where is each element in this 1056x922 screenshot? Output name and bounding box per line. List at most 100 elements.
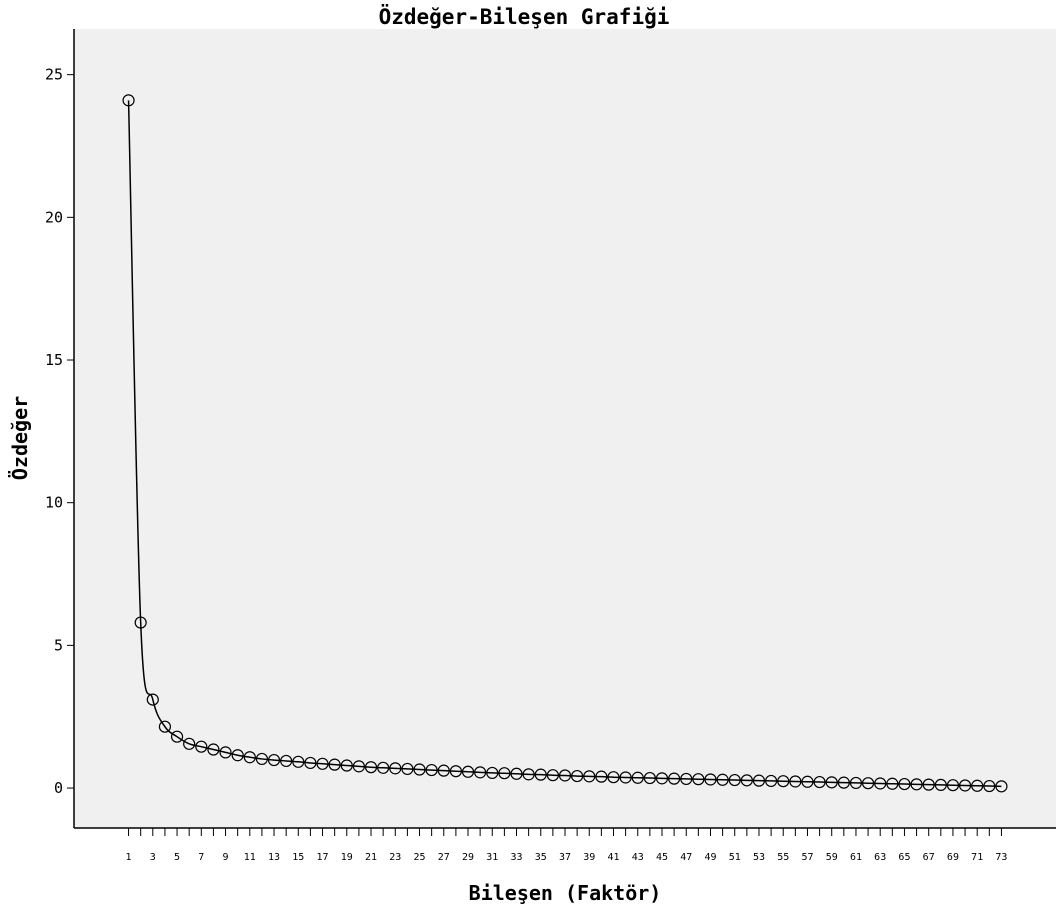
data-point bbox=[861, 777, 875, 790]
data-point bbox=[328, 758, 341, 771]
data-point bbox=[971, 779, 984, 792]
data-point bbox=[231, 749, 244, 762]
data-point bbox=[486, 766, 499, 780]
x-tick-label: 5 bbox=[174, 852, 180, 863]
x-tick-label: 3 bbox=[150, 852, 156, 863]
data-point bbox=[595, 770, 608, 783]
data-point bbox=[874, 777, 887, 790]
y-tick-label: 5 bbox=[54, 636, 63, 654]
y-tick-label: 10 bbox=[45, 494, 63, 512]
x-tick-label: 27 bbox=[438, 852, 450, 863]
data-point bbox=[267, 753, 281, 767]
x-tick-label: 37 bbox=[559, 852, 571, 863]
x-tick-label: 11 bbox=[244, 852, 256, 863]
y-tick-label: 15 bbox=[45, 351, 63, 369]
x-tick-label: 47 bbox=[680, 852, 692, 863]
data-point bbox=[607, 771, 620, 784]
x-tick-label: 43 bbox=[632, 852, 644, 863]
data-point bbox=[704, 773, 717, 786]
data-point bbox=[583, 770, 596, 783]
data-point bbox=[692, 773, 705, 786]
x-tick-label: 1 bbox=[126, 852, 132, 863]
data-point bbox=[183, 737, 196, 750]
data-point bbox=[752, 774, 766, 787]
x-tick-label: 51 bbox=[729, 852, 741, 863]
data-point bbox=[910, 778, 923, 791]
x-tick-label: 67 bbox=[923, 852, 935, 863]
data-point bbox=[886, 777, 899, 790]
x-tick-label: 59 bbox=[826, 852, 838, 863]
data-point bbox=[655, 772, 669, 785]
y-tick-label: 20 bbox=[45, 208, 63, 226]
data-point bbox=[195, 740, 208, 753]
x-tick-label: 29 bbox=[462, 852, 474, 863]
x-tick-label: 53 bbox=[753, 852, 765, 863]
data-point bbox=[401, 762, 414, 776]
data-point bbox=[377, 761, 390, 774]
x-tick-label: 41 bbox=[607, 852, 619, 863]
data-point bbox=[498, 767, 511, 780]
data-point bbox=[801, 775, 814, 788]
data-point bbox=[983, 779, 996, 793]
x-axis-title: Bileşen (Faktör) bbox=[469, 881, 662, 905]
data-point bbox=[413, 763, 426, 776]
x-tick-label: 21 bbox=[365, 852, 377, 863]
data-point bbox=[534, 768, 547, 781]
data-point bbox=[946, 779, 960, 792]
data-point bbox=[280, 754, 293, 768]
data-point bbox=[995, 780, 1008, 793]
data-point bbox=[680, 772, 693, 786]
data-point bbox=[425, 763, 438, 777]
data-point bbox=[304, 756, 317, 770]
eigenvalue-series bbox=[122, 94, 1008, 793]
series-line bbox=[127, 100, 1002, 788]
y-axis-title: Özdeğer bbox=[8, 396, 32, 480]
data-point bbox=[219, 746, 232, 759]
data-point bbox=[158, 720, 172, 733]
data-point bbox=[813, 775, 826, 789]
data-point bbox=[922, 778, 935, 791]
data-point bbox=[740, 774, 753, 787]
data-point bbox=[207, 743, 220, 756]
x-tick-label: 55 bbox=[777, 852, 789, 863]
x-tick-label: 73 bbox=[995, 852, 1007, 863]
data-point bbox=[316, 757, 329, 770]
data-point bbox=[934, 778, 947, 792]
x-tick-label: 69 bbox=[947, 852, 959, 863]
data-point bbox=[849, 776, 863, 790]
data-point bbox=[364, 761, 378, 774]
data-point bbox=[449, 765, 462, 778]
x-tick-label: 65 bbox=[898, 852, 910, 863]
x-tick-label: 71 bbox=[971, 852, 983, 863]
data-point bbox=[255, 752, 269, 766]
data-point bbox=[437, 764, 450, 777]
y-ticks: 0 5 10 15 20 25 bbox=[45, 66, 74, 797]
x-tick-label: 9 bbox=[223, 852, 229, 863]
x-tick-label: 39 bbox=[583, 852, 595, 863]
data-point bbox=[777, 775, 790, 788]
data-point bbox=[631, 771, 644, 784]
x-tick-label: 31 bbox=[486, 852, 498, 863]
data-point bbox=[352, 760, 366, 773]
x-tick-label: 19 bbox=[341, 852, 353, 863]
y-tick-label: 0 bbox=[54, 779, 63, 797]
data-point bbox=[340, 759, 353, 772]
data-point bbox=[668, 772, 681, 785]
data-point bbox=[134, 616, 147, 629]
data-point bbox=[292, 755, 305, 768]
x-tick-label: 25 bbox=[413, 852, 425, 863]
x-tick-label: 13 bbox=[268, 852, 280, 863]
x-tick-label: 63 bbox=[874, 852, 886, 863]
data-point bbox=[837, 776, 850, 789]
x-tick-label: 33 bbox=[510, 852, 522, 863]
data-point bbox=[958, 779, 972, 792]
x-tick-label: 49 bbox=[704, 852, 716, 863]
data-point bbox=[146, 693, 159, 706]
data-point bbox=[122, 94, 135, 107]
plot-background bbox=[74, 29, 1056, 828]
data-point bbox=[764, 774, 778, 788]
data-point bbox=[716, 773, 729, 786]
x-tick-label: 17 bbox=[317, 852, 329, 863]
